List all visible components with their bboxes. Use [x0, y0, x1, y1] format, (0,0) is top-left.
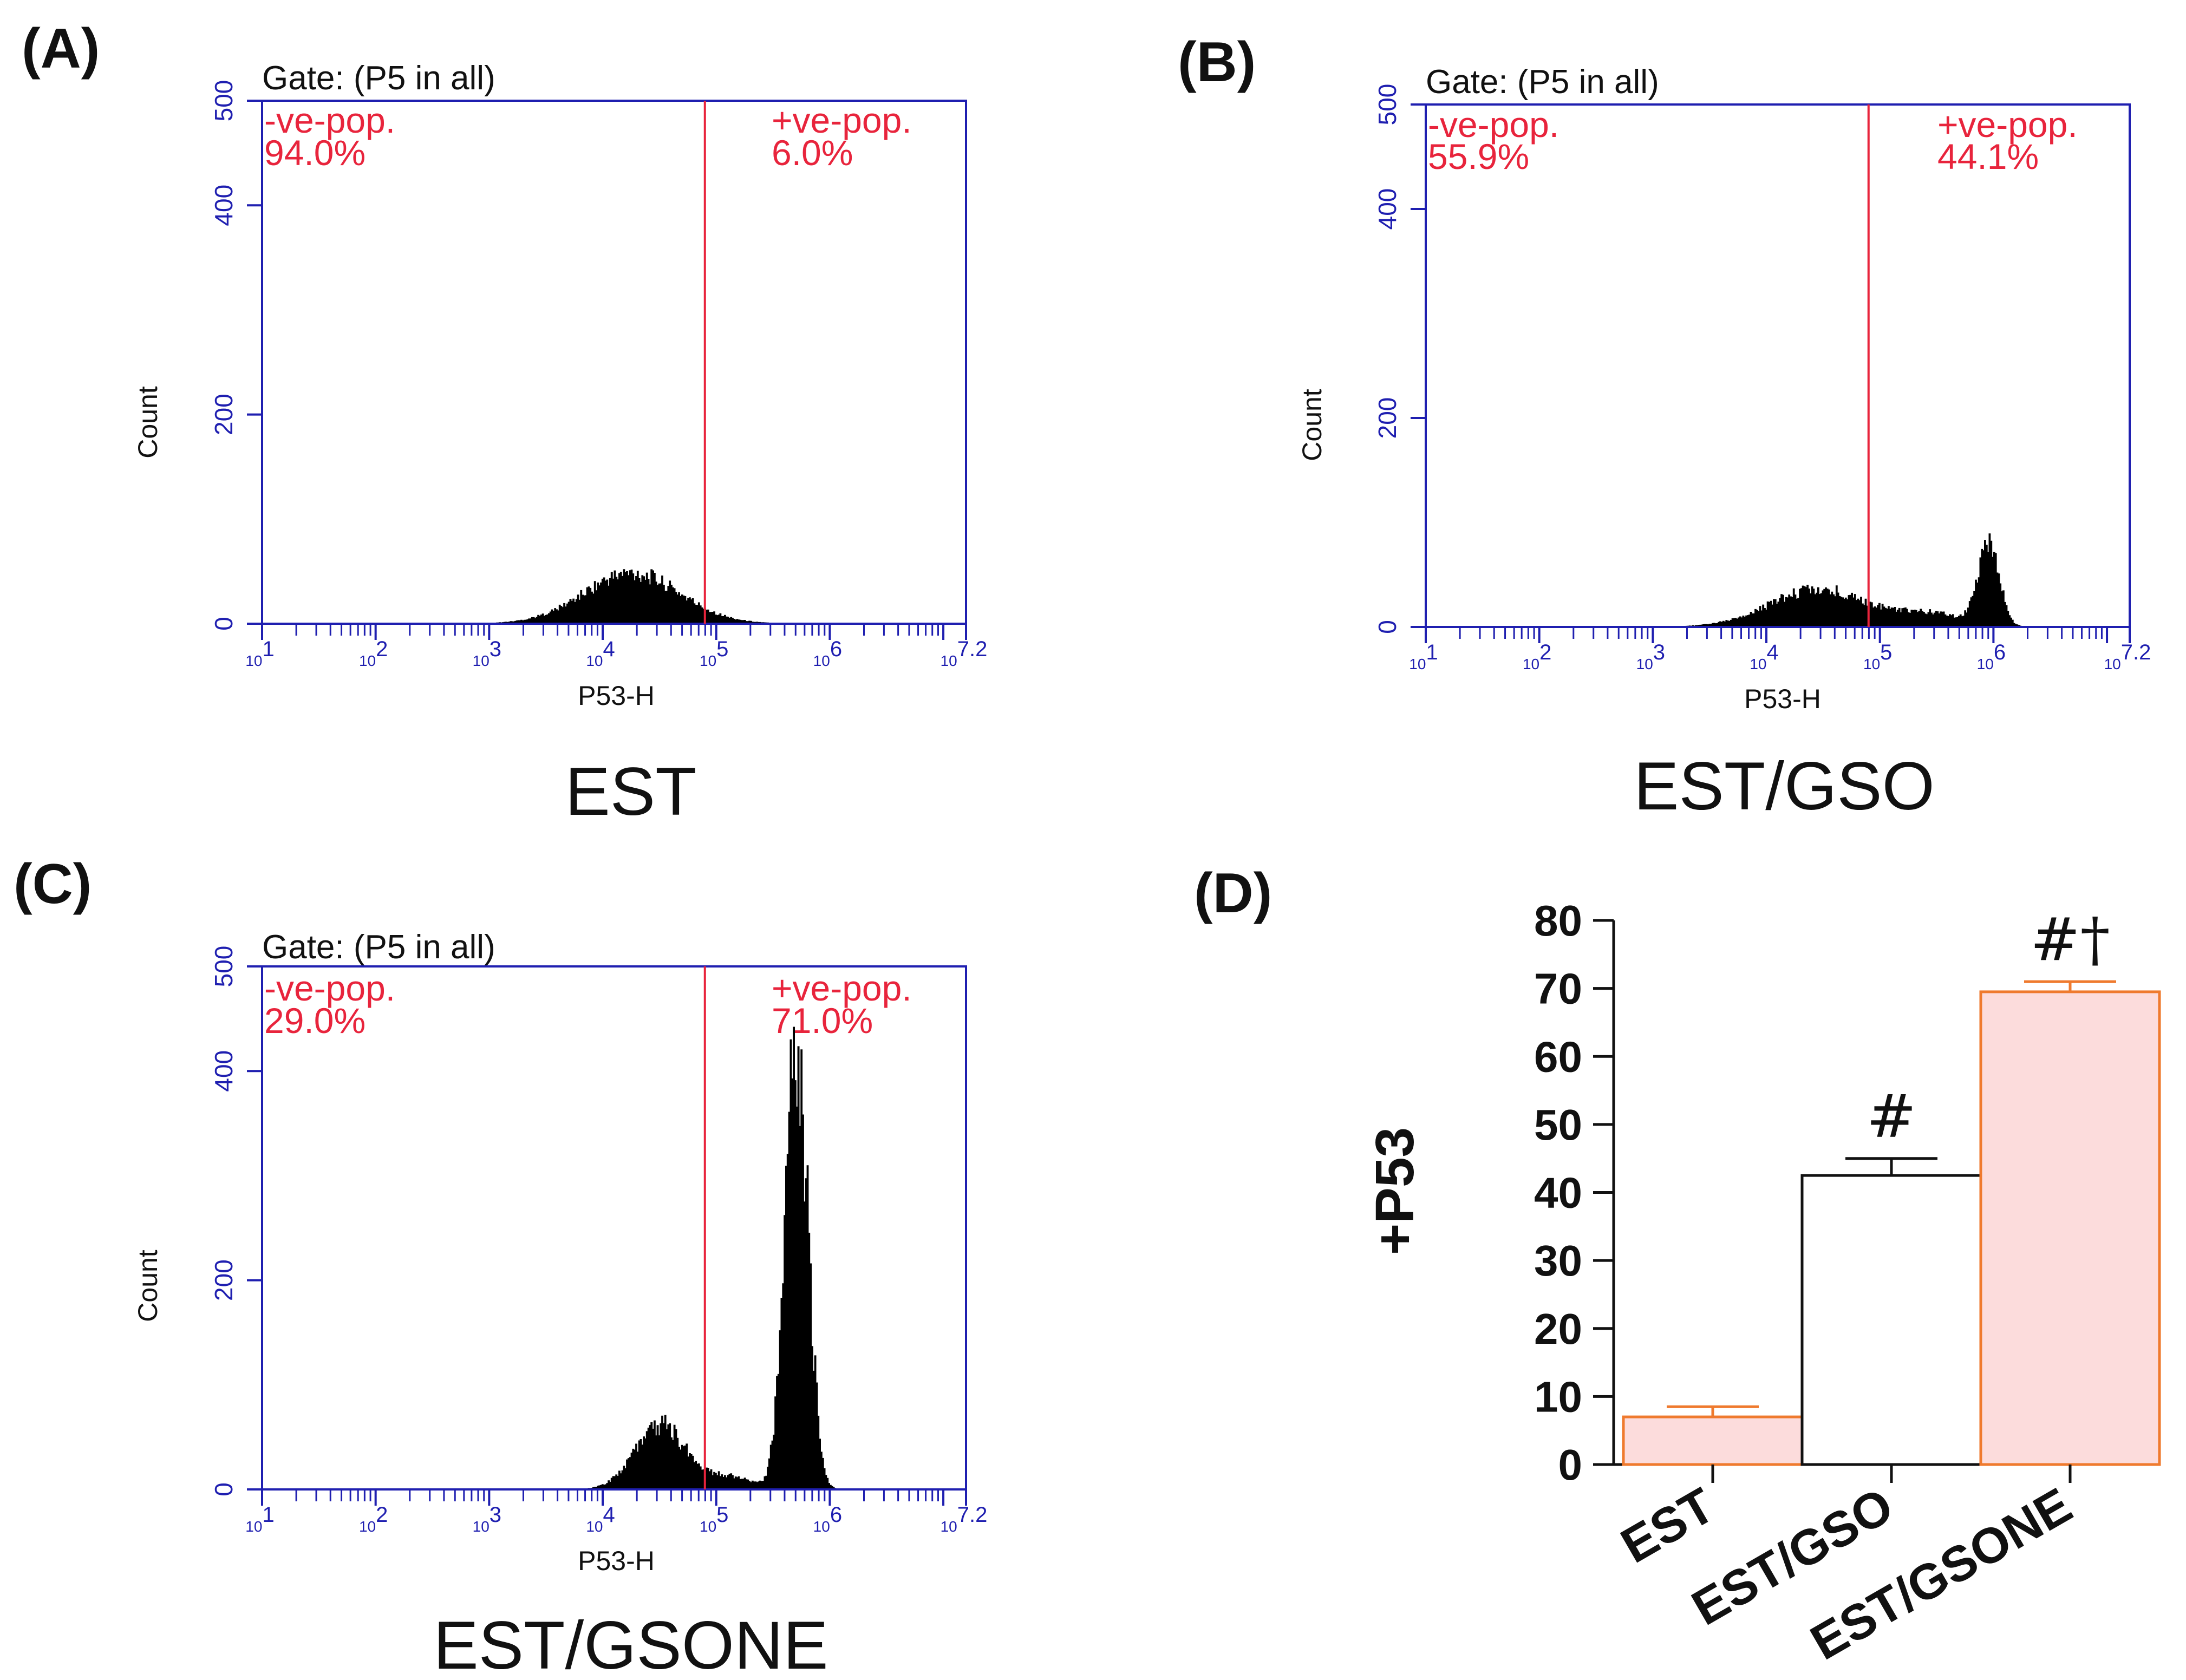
- plot-frame-c: [261, 965, 967, 1491]
- neg-pop-pct-a: 94.0%: [264, 133, 366, 173]
- panel-c: (C) Gate: (P5 in all) -ve-pop. 29.0% +ve…: [14, 853, 987, 1680]
- y-tick-label-b-200: 200: [1373, 397, 1401, 439]
- pos-pop-label-a: +ve-pop.: [772, 100, 912, 140]
- bar-y-tick-label-80: 80: [1534, 897, 1582, 945]
- x-tick-label-a-1: 102: [359, 637, 388, 669]
- x-tick-label-a-6: 107.2: [941, 637, 988, 669]
- histogram-a: [262, 569, 966, 624]
- panel-d: (D) 01020304050607080+P53ESTEST/GSO#EST/…: [1194, 862, 2161, 1671]
- bar-y-tick-label-20: 20: [1534, 1305, 1582, 1353]
- x-tick-label-b-5: 106: [1977, 640, 2006, 672]
- histogram-c: [262, 1027, 966, 1490]
- x-axis-label-c: P53-H: [578, 1546, 655, 1576]
- pos-pop-label-b: +ve-pop.: [1937, 104, 2078, 145]
- bar-1: [1800, 1174, 1982, 1466]
- x-tick-label-b-0: 101: [1409, 640, 1438, 672]
- y-tick-label-b-500: 500: [1373, 84, 1401, 126]
- bar-y-axis-label: +P53: [1365, 1127, 1425, 1255]
- significance-label-1: #: [1867, 1082, 1916, 1151]
- plot-frame-a: [261, 100, 967, 625]
- bar-y-tick-label-30: 30: [1534, 1237, 1582, 1285]
- caption-a: EST: [565, 754, 696, 829]
- caption-b: EST/GSO: [1634, 749, 1935, 824]
- panel-letter-d: (D): [1194, 862, 1272, 925]
- pos-pop-pct-c: 71.0%: [772, 1001, 873, 1041]
- x-tick-label-b-3: 104: [1750, 640, 1778, 672]
- bar-y-tick-label-0: 0: [1558, 1441, 1583, 1489]
- y-tick-label-b-400: 400: [1373, 188, 1401, 230]
- bar-y-tick-label-10: 10: [1534, 1372, 1582, 1421]
- x-tick-label-c-5: 106: [813, 1503, 842, 1535]
- x-tick-label-b-1: 102: [1523, 640, 1551, 672]
- panel-b: (B) Gate: (P5 in all) -ve-pop. 55.9% +ve…: [1178, 31, 2151, 824]
- neg-pop-label-a: -ve-pop.: [264, 100, 395, 140]
- panel-letter-a: (A): [22, 17, 100, 80]
- bar-y-tick-label-40: 40: [1534, 1169, 1582, 1217]
- bar-y-tick-label-60: 60: [1534, 1032, 1582, 1081]
- pos-pop-label-c: +ve-pop.: [772, 968, 912, 1008]
- x-axis-label-a: P53-H: [578, 681, 655, 711]
- panel-a: (A) Gate: (P5 in all) -ve-pop. 94.0% +ve…: [22, 17, 987, 829]
- bar-2: [1979, 990, 2161, 1466]
- bar-y-tick-label-70: 70: [1534, 965, 1582, 1013]
- x-tick-label-b-6: 107.2: [2104, 640, 2151, 672]
- x-tick-label-a-3: 104: [586, 637, 615, 669]
- neg-pop-pct-c: 29.0%: [264, 1001, 366, 1041]
- x-tick-label-a-0: 101: [245, 637, 274, 669]
- y-tick-label-a-200: 200: [210, 394, 238, 435]
- plot-frame-b: [1425, 103, 2131, 628]
- caption-c: EST/GSONE: [433, 1608, 828, 1680]
- pos-pop-pct-b: 44.1%: [1937, 136, 2039, 177]
- significance-label-2: #†: [2030, 905, 2110, 974]
- y-tick-label-a-500: 500: [210, 80, 238, 122]
- y-axis-label-b: Count: [1297, 389, 1327, 461]
- bar-y-tick-label-50: 50: [1534, 1101, 1582, 1149]
- y-tick-label-a-400: 400: [210, 185, 238, 226]
- bar-category-label-0: EST: [1612, 1478, 1724, 1574]
- x-tick-label-c-6: 107.2: [941, 1503, 988, 1535]
- x-tick-label-b-4: 105: [1863, 640, 1892, 672]
- gate-label-b: Gate: (P5 in all): [1426, 63, 1659, 101]
- y-tick-label-c-400: 400: [210, 1050, 238, 1092]
- x-tick-label-c-1: 102: [359, 1503, 388, 1535]
- x-tick-label-a-5: 106: [813, 637, 842, 669]
- y-axis-label-c: Count: [133, 1250, 163, 1322]
- y-tick-label-c-500: 500: [210, 946, 238, 988]
- y-axis-label-a: Count: [133, 386, 163, 459]
- panel-letter-c: (C): [14, 853, 92, 916]
- x-tick-label-c-4: 105: [700, 1503, 728, 1535]
- x-tick-label-c-2: 103: [473, 1503, 501, 1535]
- x-tick-label-a-2: 103: [473, 637, 501, 669]
- x-tick-label-b-2: 103: [1636, 640, 1665, 672]
- pos-pop-pct-a: 6.0%: [772, 133, 853, 173]
- neg-pop-pct-b: 55.9%: [1428, 136, 1529, 177]
- neg-pop-label-b: -ve-pop.: [1428, 104, 1559, 145]
- panel-letter-b: (B): [1178, 31, 1256, 94]
- x-tick-label-c-0: 101: [245, 1503, 274, 1535]
- neg-pop-label-c: -ve-pop.: [264, 968, 395, 1008]
- y-tick-label-b-0: 0: [1373, 620, 1401, 634]
- gate-label-a: Gate: (P5 in all): [262, 60, 495, 97]
- x-tick-label-c-3: 104: [586, 1503, 615, 1535]
- y-tick-label-a-0: 0: [210, 617, 238, 631]
- gate-label-c: Gate: (P5 in all): [262, 929, 495, 966]
- histogram-b: [1426, 533, 2130, 627]
- bar-0: [1622, 1415, 1804, 1466]
- y-tick-label-c-200: 200: [210, 1259, 238, 1301]
- x-axis-label-b: P53-H: [1744, 684, 1821, 714]
- y-tick-label-c-0: 0: [210, 1482, 238, 1496]
- x-tick-label-a-4: 105: [700, 637, 728, 669]
